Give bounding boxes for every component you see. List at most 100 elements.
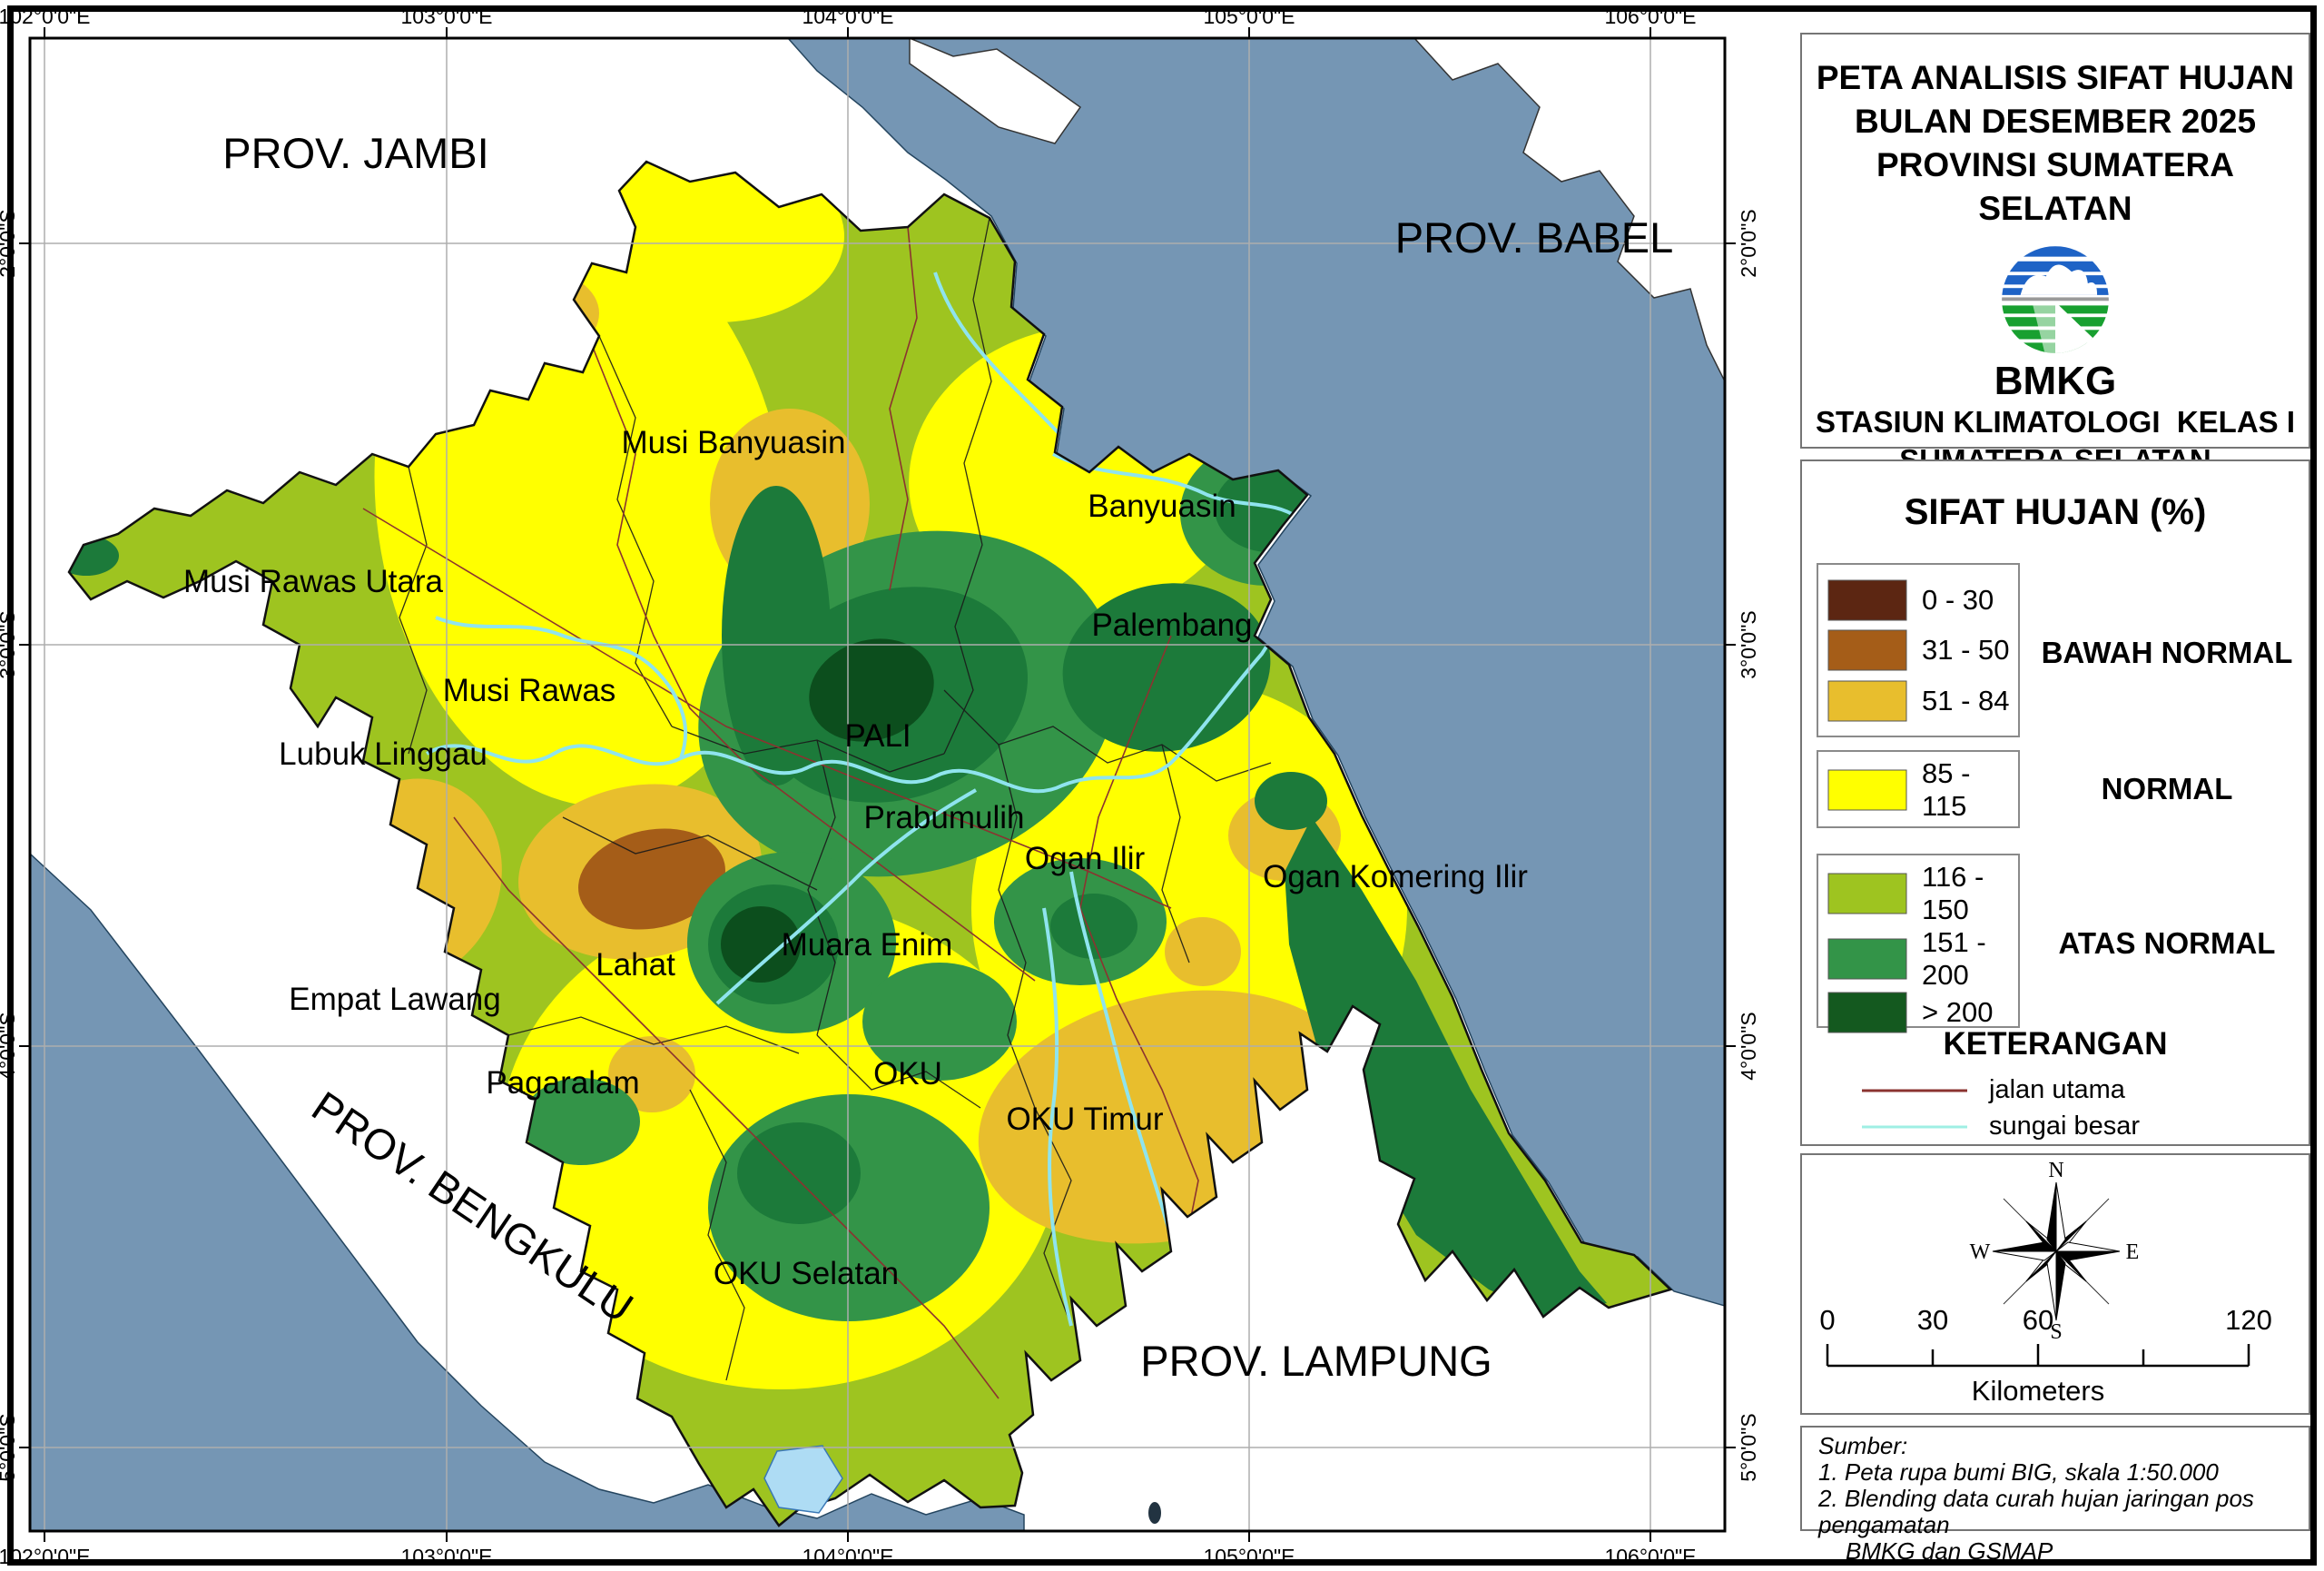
legend-range-151-200: 151 - 200 bbox=[1922, 926, 1986, 991]
legend-title: SIFAT HUJAN (%) bbox=[1904, 492, 2207, 532]
scale-0: 0 bbox=[1819, 1306, 1835, 1336]
district-boundaries bbox=[399, 217, 1272, 1381]
compass-n: N bbox=[2048, 1161, 2063, 1182]
scale-bar-line bbox=[1826, 1344, 2250, 1368]
source-line2: 2. Blending data curah hujan jaringan po… bbox=[1818, 1485, 2254, 1538]
station-line1: STASIUN KLIMATOLOGI KELAS I bbox=[1816, 405, 2295, 439]
sea-northeast bbox=[786, 38, 1725, 1307]
keterangan-title: KETERANGAN bbox=[1943, 1026, 2168, 1062]
label-oku: OKU bbox=[873, 1056, 942, 1092]
label-prabumulih: Prabumulih bbox=[863, 800, 1024, 835]
axis-top-106e: 106°0'0"E bbox=[1604, 5, 1696, 28]
source-line1: 1. Peta rupa bumi BIG, skala 1:50.000 bbox=[1818, 1458, 2219, 1486]
agency-name: BMKG bbox=[1994, 359, 2117, 403]
keterangan-sungai-besar: sungai besar bbox=[1860, 1112, 2140, 1141]
label-prov-jambi: PROV. JAMBI bbox=[222, 129, 488, 177]
label-musi-rawas: Musi Rawas bbox=[443, 673, 616, 708]
scale-unit: Kilometers bbox=[1972, 1375, 2104, 1406]
lake-ranau bbox=[763, 1445, 843, 1514]
legend-row-gt-200: > 200 bbox=[1818, 992, 2018, 1033]
keterangan-jalan-utama-label: jalan utama bbox=[1989, 1075, 2125, 1104]
swatch-85-115 bbox=[1827, 769, 1907, 811]
river-line-icon bbox=[1862, 1125, 1967, 1128]
map-title-line2: BULAN DESEMBER 2025 bbox=[1854, 103, 2257, 140]
legend-row-151-200: 151 - 200 bbox=[1818, 926, 2018, 992]
compass-e: E bbox=[2126, 1240, 2140, 1264]
scale-bar: 0 30 60 120 Kilometers bbox=[1802, 1304, 2309, 1410]
axis-bottom-102e: 102°0'0"E bbox=[0, 1545, 91, 1568]
compass-scale-panel: N S W E 0 30 60 120 Kilometers bbox=[1800, 1153, 2310, 1415]
legend-row-116-150: 116 - 150 bbox=[1818, 861, 2018, 926]
label-musi-banyuasin: Musi Banyuasin bbox=[621, 425, 845, 460]
compass-s: S bbox=[2050, 1320, 2062, 1342]
legend-panel: SIFAT HUJAN (%) 0 - 30 31 - 50 51 - 84 B… bbox=[1800, 459, 2310, 1146]
legend-box-normal: 85 - 115 bbox=[1817, 750, 2020, 828]
swatch-0-30 bbox=[1827, 579, 1907, 620]
legend-range-116-150: 116 - 150 bbox=[1922, 861, 1984, 925]
legend-box-bawah-normal: 0 - 30 31 - 50 51 - 84 bbox=[1817, 563, 2020, 737]
scale-60: 60 bbox=[2023, 1306, 2053, 1336]
swatch-116-150 bbox=[1827, 873, 1907, 914]
scale-30: 30 bbox=[1917, 1306, 1948, 1336]
source-heading: Sumber: bbox=[1818, 1432, 1908, 1459]
label-oku-selatan: OKU Selatan bbox=[714, 1256, 899, 1291]
source-line3: BMKG dan GSMAP bbox=[1846, 1537, 2053, 1565]
roads bbox=[362, 226, 1199, 1399]
source-panel: Sumber: 1. Peta rupa bumi BIG, skala 1:5… bbox=[1800, 1426, 2310, 1565]
babel-island bbox=[1413, 38, 1725, 382]
legend-range-85-115: 85 - 115 bbox=[1922, 757, 1971, 822]
label-pali: PALI bbox=[844, 718, 911, 754]
axis-right-4s: 4°0'0"S bbox=[1737, 1012, 1760, 1080]
axis-left-2s: 2°0'0"S bbox=[0, 209, 19, 277]
label-pagaralam: Pagaralam bbox=[486, 1065, 639, 1101]
swatch-151-200 bbox=[1827, 938, 1907, 980]
label-muara-enim: Muara Enim bbox=[782, 927, 953, 963]
legend-range-gt-200: > 200 bbox=[1922, 996, 1994, 1028]
axis-left-3s: 3°0'0"S bbox=[0, 610, 19, 678]
map-labels: PROV. JAMBI PROV. BABEL PROV. LAMPUNG PR… bbox=[183, 129, 1673, 1385]
axis-top-104e: 104°0'0"E bbox=[802, 5, 893, 28]
legend-group-normal: NORMAL bbox=[2101, 772, 2233, 805]
zone-gt-200-core bbox=[721, 638, 934, 983]
legend-range-51-84: 51 - 84 bbox=[1922, 684, 2010, 716]
legend-group-atas-normal: ATAS NORMAL bbox=[2058, 926, 2276, 960]
axis-top-103e: 103°0'0"E bbox=[400, 5, 492, 28]
compass-w: W bbox=[1970, 1240, 1991, 1264]
axis-right-5s: 5°0'0"S bbox=[1737, 1413, 1760, 1481]
legend-row-85-115: 85 - 115 bbox=[1818, 757, 2018, 823]
legend-row-51-84: 51 - 84 bbox=[1818, 680, 2018, 722]
keterangan-jalan-utama: jalan utama bbox=[1860, 1075, 2125, 1105]
label-banyuasin: Banyuasin bbox=[1088, 489, 1236, 524]
axis-bottom-104e: 104°0'0"E bbox=[802, 1545, 893, 1568]
map-frame bbox=[28, 36, 1727, 1533]
keterangan-sungai-besar-label: sungai besar bbox=[1989, 1112, 2141, 1141]
axis-bottom-103e: 103°0'0"E bbox=[400, 1545, 492, 1568]
map-title-line3: PROVINSI SUMATERA SELATAN bbox=[1876, 146, 2234, 227]
province-outline bbox=[67, 160, 1673, 1527]
map-title-line1: PETA ANALISIS SIFAT HUJAN bbox=[1816, 59, 2295, 96]
axis-ticks bbox=[19, 27, 1736, 1542]
axis-right-3s: 3°0'0"S bbox=[1737, 610, 1760, 678]
label-lahat: Lahat bbox=[596, 947, 675, 983]
swatch-51-84 bbox=[1827, 680, 1907, 721]
zone-31-50 bbox=[578, 828, 725, 930]
axis-top-102e: 102°0'0"E bbox=[0, 5, 91, 28]
legend-row-31-50: 31 - 50 bbox=[1818, 629, 2018, 671]
compass-rose-icon: N S W E bbox=[1956, 1159, 2156, 1347]
axis-bottom-106e: 106°0'0"E bbox=[1604, 1545, 1696, 1568]
bmkg-logo-icon bbox=[1997, 242, 2113, 358]
graticule bbox=[30, 38, 1725, 1531]
legend-range-31-50: 31 - 50 bbox=[1922, 634, 2010, 666]
label-prov-lampung: PROV. LAMPUNG bbox=[1140, 1337, 1492, 1385]
legend-row-0-30: 0 - 30 bbox=[1818, 579, 2018, 621]
label-ogan-ilir: Ogan Ilir bbox=[1025, 841, 1146, 876]
legend-box-atas-normal: 116 - 150 151 - 200 > 200 bbox=[1817, 854, 2020, 1033]
label-musi-rawas-utara: Musi Rawas Utara bbox=[183, 564, 443, 599]
road-line-icon bbox=[1862, 1089, 1967, 1092]
axis-top-105e: 105°0'0"E bbox=[1203, 5, 1295, 28]
label-prov-babel: PROV. BABEL bbox=[1395, 213, 1674, 262]
label-palembang: Palembang bbox=[1091, 608, 1252, 643]
axis-bottom-105e: 105°0'0"E bbox=[1203, 1545, 1295, 1568]
